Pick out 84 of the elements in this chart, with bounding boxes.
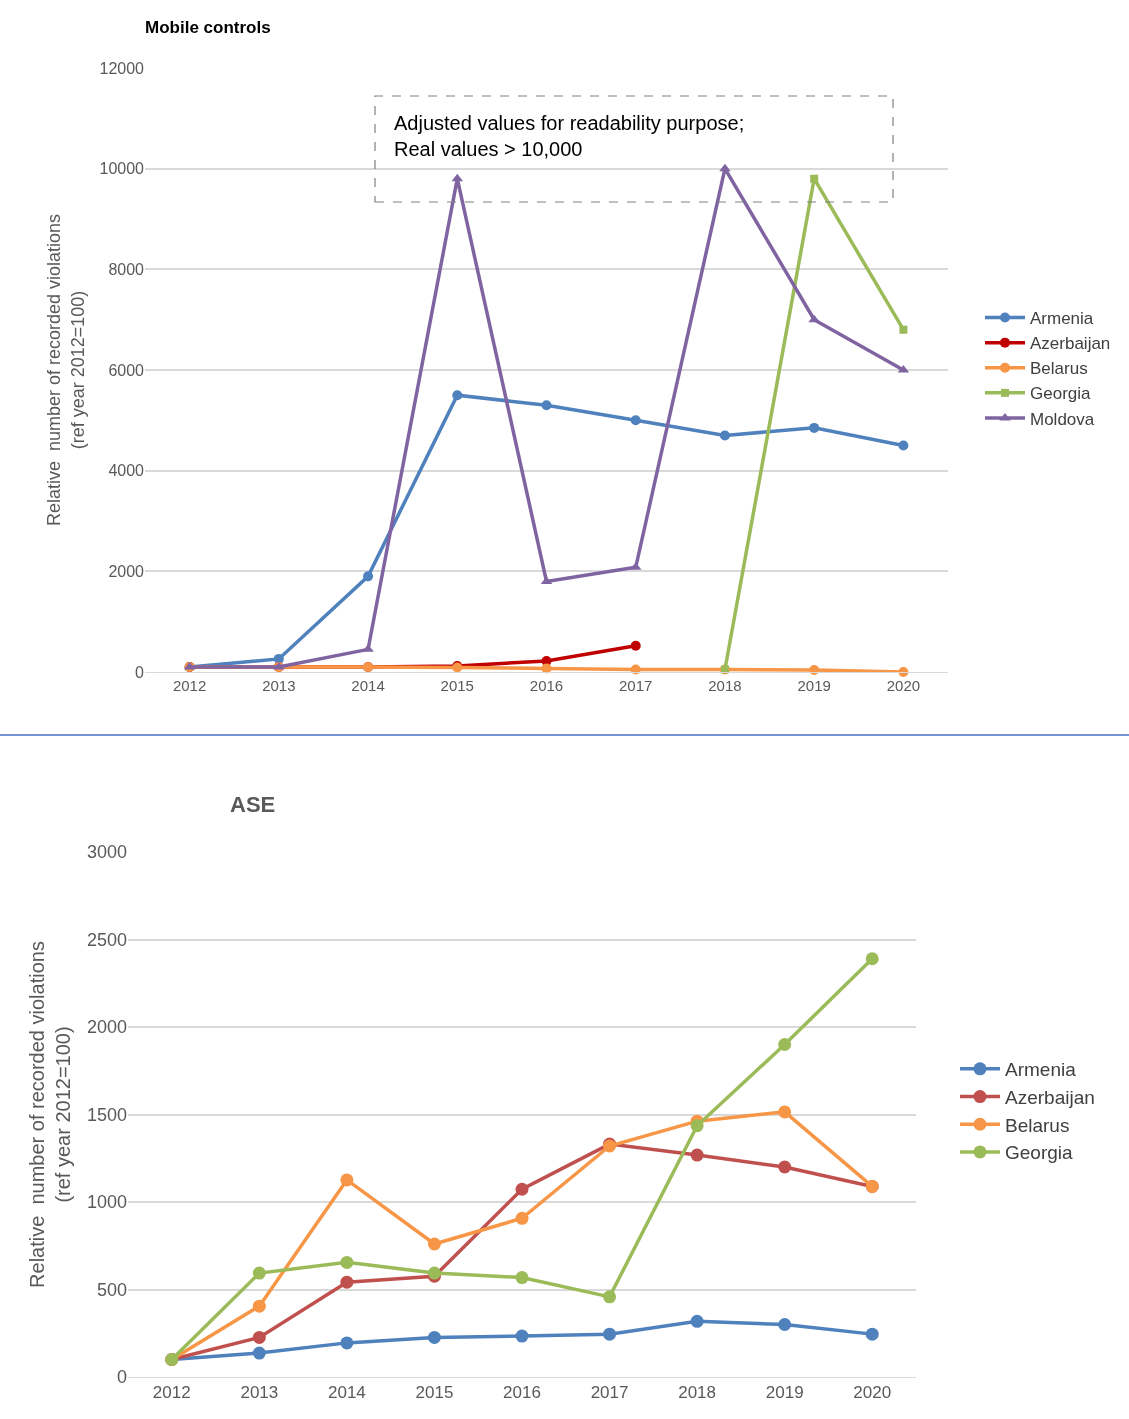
x-tick-label: 2017	[590, 1383, 629, 1403]
legend-label: Azerbaijan	[1005, 1086, 1095, 1108]
point	[865, 952, 879, 966]
y-tick-label: 0	[116, 1367, 127, 1388]
x-tick-label: 2016	[529, 677, 564, 694]
x-tick-label: 2016	[503, 1383, 541, 1403]
y-tick-label: 1500	[86, 1104, 127, 1125]
x-tick-label: 2012	[172, 677, 207, 694]
point	[603, 1290, 617, 1304]
legend-label: Moldova	[1030, 409, 1095, 429]
point	[252, 1299, 266, 1313]
y-tick-label: 2000	[108, 562, 145, 580]
x-tick-label: 2017	[619, 677, 653, 694]
x-tick-label: 2014	[351, 677, 385, 694]
y-tick-label: 2500	[86, 929, 127, 950]
point	[515, 1329, 529, 1343]
point	[690, 1148, 704, 1162]
x-tick-label: 2019	[765, 1383, 804, 1403]
point	[630, 640, 641, 651]
point	[340, 1173, 354, 1187]
point	[252, 1330, 266, 1344]
point	[899, 325, 908, 334]
chart-title: ASE	[230, 792, 276, 817]
point	[778, 1160, 792, 1174]
x-tick-label: 2013	[262, 677, 296, 694]
legend-label: Belarus	[1005, 1114, 1070, 1136]
point	[515, 1182, 529, 1196]
point	[898, 440, 909, 451]
y-tick-label: 0	[135, 663, 145, 681]
legend-label: Georgia	[1005, 1142, 1074, 1164]
point	[778, 1318, 792, 1331]
y-tick-label: 10000	[99, 160, 145, 178]
y-tick-label: 4000	[108, 462, 145, 480]
point	[630, 415, 641, 426]
point	[690, 1314, 704, 1328]
y-tick-label: 12000	[99, 59, 145, 77]
x-tick-label: 2018	[708, 677, 742, 694]
point	[719, 163, 731, 172]
y-tick-label: 2000	[86, 1017, 127, 1038]
x-tick-label: 2018	[678, 1383, 717, 1403]
point	[810, 174, 819, 183]
legend-label: Azerbaijan	[1030, 334, 1111, 354]
x-tick-label: 2020	[886, 677, 921, 694]
point	[809, 422, 820, 433]
point	[690, 1119, 704, 1133]
point	[340, 1275, 354, 1289]
legend-label: Armenia	[1030, 309, 1094, 329]
point	[719, 430, 730, 441]
y-axis-title: Relative number of recorded violations (ref year 2012=100)	[26, 941, 75, 1288]
point	[515, 1271, 529, 1285]
y-axis-title: Relative number of recorded violations (ref year 2012=100)	[44, 213, 88, 527]
point	[340, 1336, 354, 1350]
point	[808, 314, 820, 323]
annotation: Adjusted values for readability purpose; Real values > 10,000	[394, 112, 745, 160]
point	[427, 1330, 441, 1344]
point	[865, 1327, 879, 1341]
point	[340, 1255, 354, 1269]
y-tick-label: 8000	[108, 260, 145, 278]
legend-label: Georgia	[1030, 384, 1092, 404]
point	[603, 1327, 617, 1341]
point	[809, 664, 820, 675]
y-tick-label: 3000	[86, 842, 127, 863]
x-tick-label: 2020	[853, 1383, 892, 1403]
x-tick-label: 2012	[152, 1383, 191, 1403]
chart-title: Mobile controls	[145, 18, 271, 37]
point	[252, 1346, 266, 1360]
y-tick-label: 6000	[108, 361, 145, 379]
point	[515, 1211, 529, 1225]
y-tick-label: 1000	[86, 1192, 127, 1213]
x-tick-label: 2013	[240, 1383, 279, 1403]
x-tick-label: 2015	[440, 677, 474, 694]
point	[363, 571, 374, 582]
point	[427, 1237, 441, 1251]
point	[452, 390, 463, 401]
x-tick-label: 2014	[327, 1383, 366, 1403]
point	[252, 1266, 266, 1280]
point	[778, 1105, 792, 1119]
legend-label: Belarus	[1030, 359, 1088, 379]
point	[541, 400, 552, 411]
point	[778, 1038, 792, 1051]
y-tick-label: 500	[96, 1279, 127, 1300]
x-tick-label: 2015	[415, 1383, 454, 1403]
legend-label: Armenia	[1005, 1059, 1077, 1081]
x-tick-label: 2019	[797, 677, 831, 694]
